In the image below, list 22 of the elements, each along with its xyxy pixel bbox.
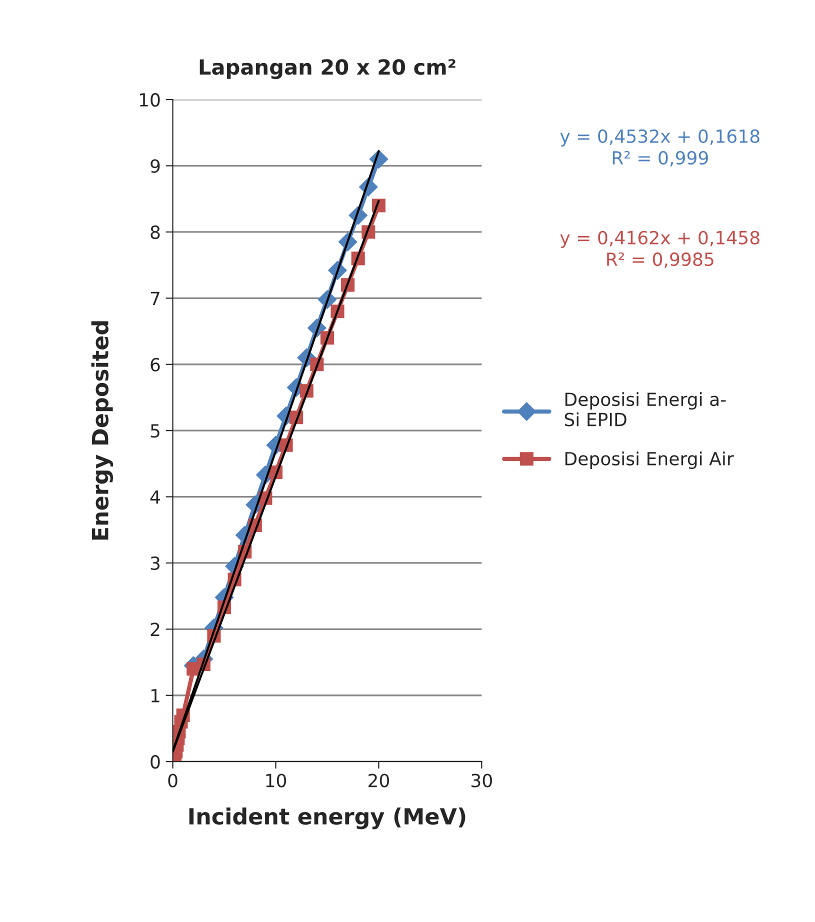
legend-label: Deposisi Energi a-Si EPID <box>564 392 726 426</box>
x-axis-title: Incident energy (MeV) <box>189 808 466 830</box>
text: y = 0,4162x + 0,1458 R² = 0,9985 <box>560 230 760 268</box>
y-tick-label: 9 <box>150 159 160 173</box>
y-tick-label: 3 <box>150 556 160 570</box>
y-tick-label: 10 <box>140 93 160 107</box>
x-tick-label: 20 <box>368 774 389 788</box>
legend-label: Deposisi Energi Air <box>565 452 734 469</box>
y-tick-label: 5 <box>150 424 160 438</box>
y-axis-title: Energy Deposited <box>91 321 113 540</box>
y-tick-label: 1 <box>151 689 160 702</box>
y-tick-label: 0 <box>150 755 160 769</box>
x-tick-label: 0 <box>168 774 178 788</box>
x-tick-label: 30 <box>472 774 492 788</box>
y-tick-label: 2 <box>150 622 160 636</box>
x-tick-label: 10 <box>266 774 286 788</box>
y-tick-label: 4 <box>150 490 160 504</box>
y-tick-label: 7 <box>150 292 160 306</box>
y-tick-label: 8 <box>150 225 160 240</box>
text: y = 0,4532x + 0,1618 R² = 0,999 <box>560 129 760 166</box>
chart-title: Lapangan 20 x 20 cm² <box>200 59 456 80</box>
y-tick-label: 6 <box>150 358 160 372</box>
